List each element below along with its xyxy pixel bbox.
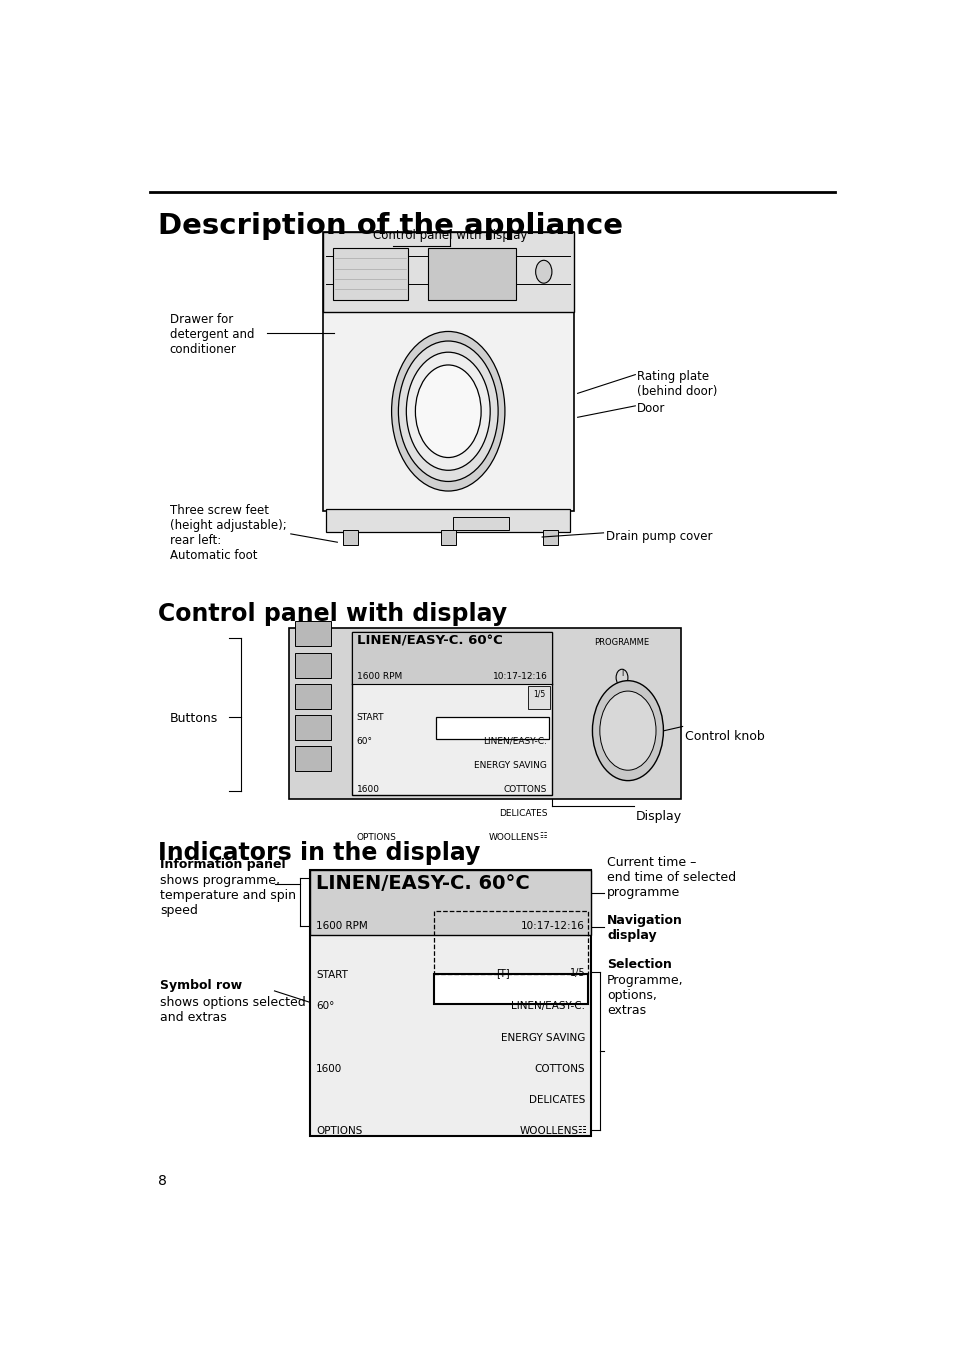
Bar — [322, 233, 574, 311]
Text: shows options selected
and extras: shows options selected and extras — [160, 996, 305, 1023]
Text: LINEN/EASY-C. 60°C: LINEN/EASY-C. 60°C — [356, 635, 502, 648]
Text: Programme,
options,
extras: Programme, options, extras — [606, 975, 683, 1017]
Text: ☷: ☷ — [538, 830, 546, 840]
Text: ☷: ☷ — [577, 1125, 585, 1136]
Bar — [434, 975, 588, 1005]
Text: shows programme,
temperature and spin
speed: shows programme, temperature and spin sp… — [160, 875, 295, 917]
Text: DELICATES: DELICATES — [498, 808, 547, 818]
Text: DELICATES: DELICATES — [528, 1095, 584, 1105]
Text: Drain pump cover: Drain pump cover — [605, 530, 712, 542]
Bar — [294, 746, 331, 771]
Bar — [453, 518, 508, 530]
Text: Indicators in the display: Indicators in the display — [157, 841, 479, 865]
Text: Navigation
display: Navigation display — [606, 914, 682, 942]
Text: Control panel with display: Control panel with display — [373, 228, 527, 242]
Text: 1/5: 1/5 — [569, 968, 584, 977]
Circle shape — [391, 331, 504, 491]
Text: 1600: 1600 — [315, 1064, 342, 1073]
Text: WOOLLENS: WOOLLENS — [519, 1126, 578, 1136]
Bar — [294, 622, 331, 646]
Text: LINEN/EASY-C. 60°C: LINEN/EASY-C. 60°C — [315, 875, 529, 894]
Text: Display: Display — [635, 810, 680, 823]
Text: Buttons: Buttons — [170, 713, 217, 725]
Text: ENERGY SAVING: ENERGY SAVING — [474, 761, 547, 769]
Text: 60°: 60° — [315, 1002, 334, 1011]
Bar — [434, 911, 588, 975]
Text: Information panel: Information panel — [160, 857, 285, 871]
Text: I: I — [620, 669, 622, 679]
Bar — [294, 653, 331, 677]
Circle shape — [535, 261, 552, 283]
Circle shape — [406, 353, 490, 470]
Text: Selection: Selection — [606, 957, 672, 971]
Text: 8: 8 — [157, 1174, 167, 1188]
Text: ENERGY SAVING: ENERGY SAVING — [500, 1033, 584, 1042]
Bar — [528, 685, 550, 708]
Text: COTTONS: COTTONS — [534, 1064, 584, 1073]
Bar — [310, 871, 590, 1136]
Text: [T]: [T] — [496, 968, 510, 977]
Text: 1600 RPM: 1600 RPM — [356, 672, 401, 680]
Bar — [352, 631, 551, 795]
Text: COTTONS: COTTONS — [503, 784, 547, 794]
Text: Symbol row: Symbol row — [160, 979, 242, 992]
Bar — [294, 684, 331, 708]
Text: Rating plate
(behind door): Rating plate (behind door) — [637, 370, 717, 399]
Text: LINEN/EASY-C.: LINEN/EASY-C. — [483, 737, 547, 746]
Bar — [322, 233, 574, 511]
Text: 60°: 60° — [356, 737, 373, 746]
Text: Control panel with display: Control panel with display — [157, 602, 506, 626]
Bar — [289, 627, 680, 799]
Bar — [436, 717, 548, 740]
Text: 1600 RPM: 1600 RPM — [315, 921, 367, 930]
Text: Three screw feet
(height adjustable);
rear left:
Automatic foot: Three screw feet (height adjustable); re… — [170, 504, 286, 561]
Bar — [294, 715, 331, 740]
Bar — [333, 247, 408, 300]
Circle shape — [592, 680, 662, 780]
Text: 10:17-12:16: 10:17-12:16 — [492, 672, 547, 680]
Text: LINEN/EASY-C.: LINEN/EASY-C. — [511, 1002, 584, 1011]
Circle shape — [398, 341, 497, 481]
Text: Control knob: Control knob — [684, 730, 763, 742]
Text: PROGRAMME: PROGRAMME — [594, 638, 649, 648]
Bar — [343, 530, 357, 545]
Text: Door: Door — [637, 402, 664, 415]
Text: WOOLLENS: WOOLLENS — [489, 833, 539, 842]
Text: OPTIONS: OPTIONS — [356, 833, 396, 842]
Circle shape — [415, 365, 480, 457]
Circle shape — [599, 691, 656, 771]
Bar — [326, 508, 570, 531]
Text: 1/5: 1/5 — [533, 690, 545, 698]
Text: Description of the appliance: Description of the appliance — [157, 212, 622, 241]
Text: 1600: 1600 — [356, 784, 379, 794]
Bar — [428, 247, 516, 300]
Text: Current time –
end time of selected
programme: Current time – end time of selected prog… — [606, 856, 736, 899]
Bar — [310, 871, 590, 934]
Text: START: START — [356, 713, 384, 722]
Bar — [440, 530, 456, 545]
Text: OPTIONS: OPTIONS — [315, 1126, 362, 1136]
Bar — [352, 631, 551, 684]
Text: 10:17-12:16: 10:17-12:16 — [520, 921, 584, 930]
Text: START: START — [315, 971, 348, 980]
Text: Drawer for
detergent and
conditioner: Drawer for detergent and conditioner — [170, 314, 253, 356]
Bar — [542, 530, 558, 545]
